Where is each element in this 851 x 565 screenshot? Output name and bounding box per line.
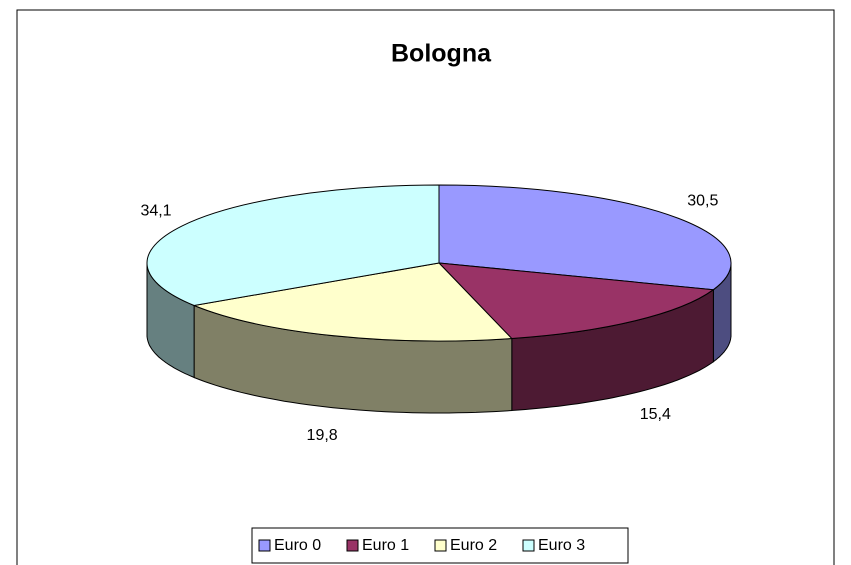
data-label: 34,1 — [140, 203, 171, 220]
legend-swatch — [346, 539, 359, 552]
chart-border — [16, 9, 835, 565]
data-label: 30,5 — [687, 192, 718, 209]
slice — [146, 184, 440, 307]
slice — [192, 262, 513, 342]
slice — [437, 262, 715, 340]
chart-title: Bologna — [391, 40, 492, 68]
legend-label: Euro 1 — [362, 537, 409, 554]
legend-swatch — [258, 539, 271, 552]
legend-label: Euro 2 — [450, 537, 497, 554]
legend-swatch — [434, 539, 447, 552]
legend-swatch — [522, 539, 535, 552]
data-label: 19,8 — [307, 427, 338, 444]
legend-label: Euro 0 — [274, 537, 321, 554]
data-label: 15,4 — [640, 406, 671, 423]
slice — [438, 184, 732, 291]
legend-label: Euro 3 — [538, 537, 585, 554]
